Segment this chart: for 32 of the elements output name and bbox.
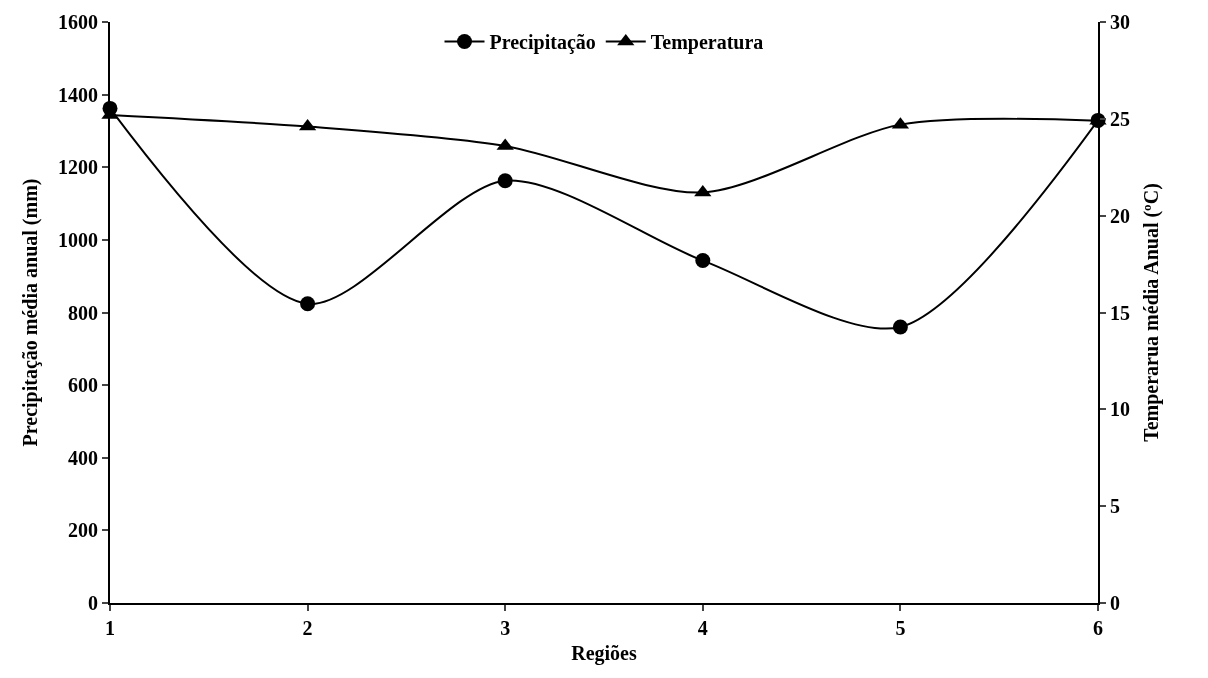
y-tick-label: 1000: [58, 228, 98, 251]
legend-label: Temperatura: [650, 31, 764, 55]
x-tick-label: 5: [895, 617, 906, 639]
y-tick-label: 800: [68, 301, 98, 324]
y2-tick-label: 30: [1110, 11, 1130, 33]
point: [694, 184, 712, 197]
x-tick-label: 3: [500, 617, 511, 639]
y-tick-label: 1400: [58, 83, 98, 106]
point: [497, 173, 513, 189]
y-axis-title: Precipitação média anual (mm): [19, 178, 42, 447]
y2-tick-label: 20: [1110, 204, 1130, 227]
y2-tick-label: 10: [1110, 398, 1130, 421]
y-tick-label: 1600: [58, 11, 98, 33]
y-tick-label: 200: [68, 519, 98, 542]
x-tick-label: 4: [697, 617, 708, 639]
x-tick-label: 6: [1093, 617, 1103, 639]
point: [300, 296, 316, 312]
y-tick-label: 400: [68, 446, 98, 469]
y2-tick-label: 5: [1110, 495, 1120, 518]
y2-axis-title: Temperarua média Anual (ºC): [1140, 183, 1163, 442]
y2-tick-label: 25: [1110, 107, 1130, 130]
x-tick-label: 1: [105, 617, 115, 639]
y2-tick-label: 0: [1110, 592, 1120, 614]
y2-tick-label: 15: [1110, 301, 1130, 324]
legend-label: Precipitação: [489, 31, 596, 55]
y-tick-label: 600: [68, 374, 98, 397]
point: [695, 253, 711, 269]
y-tick-label: 1200: [58, 156, 98, 179]
point: [892, 319, 908, 335]
x-tick-label: 2: [302, 617, 313, 639]
x-axis-title: Regiões: [571, 642, 637, 665]
y-tick-label: 0: [88, 592, 98, 614]
